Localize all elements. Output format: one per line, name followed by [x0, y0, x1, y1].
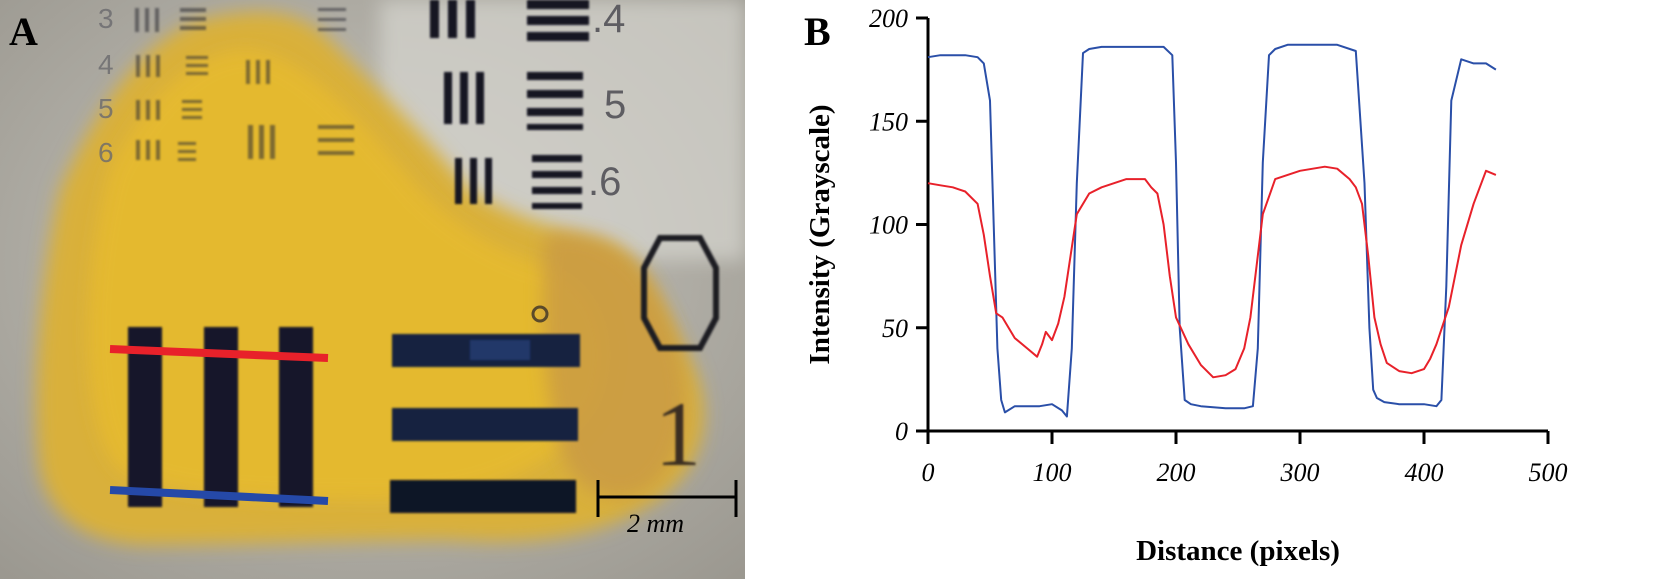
x-tick-label: 0: [922, 458, 935, 487]
small-group-numbers: 3 4 5 6: [98, 3, 114, 168]
x-tick-label: 500: [1529, 458, 1568, 487]
element-number-5: 5: [604, 83, 626, 127]
y-tick-label: 150: [869, 107, 908, 136]
group-number-1: 1: [655, 383, 701, 485]
group-number-4: 4: [98, 49, 114, 80]
element-numbers: .4 5 .6: [588, 0, 626, 204]
panel-a-photo: 3 4 5 6 .4 5 .6 0 1: [0, 0, 745, 579]
panel-b-letter: B: [804, 9, 831, 54]
y-tick-label: 100: [869, 211, 908, 240]
scale-bar: 2 mm: [596, 480, 738, 538]
series-line-red: [927, 165, 1497, 379]
x-axis-title: Distance (pixels): [1136, 535, 1340, 567]
red-profile-line: [109, 345, 329, 362]
small-element-bars: [135, 8, 354, 161]
chart-axes: 0 50 100 150 200 0 100 200 300 400 500: [869, 4, 1568, 487]
x-tick-label: 200: [1157, 458, 1196, 487]
y-tick-label: 200: [869, 4, 908, 33]
medium-element-bars: [430, 0, 589, 209]
element-number-6: .6: [588, 160, 621, 204]
x-tick-label: 300: [1280, 458, 1320, 487]
chart-series: [927, 43, 1497, 418]
group-number-3: 3: [98, 3, 114, 34]
group-zero-one: 0 1: [531, 235, 719, 485]
element-number-4: .4: [592, 0, 625, 41]
series-line-blue: [927, 43, 1497, 418]
x-tick-label: 400: [1405, 458, 1444, 487]
y-tick-label: 50: [882, 314, 908, 343]
scale-bar-label: 2 mm: [627, 509, 684, 538]
y-axis-title: Intensity (Grayscale): [804, 104, 836, 364]
x-tick-label: 100: [1033, 458, 1072, 487]
panel-a-letter: A: [9, 9, 38, 54]
intensity-profile-chart: 0 50 100 150 200 0 100 200 300 400 500 Distance (p…: [804, 4, 1568, 567]
large-element-bars: [128, 327, 580, 513]
blue-profile-line: [109, 486, 329, 505]
group-number-5: 5: [98, 93, 114, 124]
resolution-target-photo: 3 4 5 6 .4 5 .6 0 1: [0, 0, 745, 579]
group-number-6: 6: [98, 137, 114, 168]
panel-b-chart: B 0 50 100 150 200 0 100 200 300 400 500 Distance …: [745, 0, 1663, 579]
y-tick-label: 0: [895, 417, 908, 446]
